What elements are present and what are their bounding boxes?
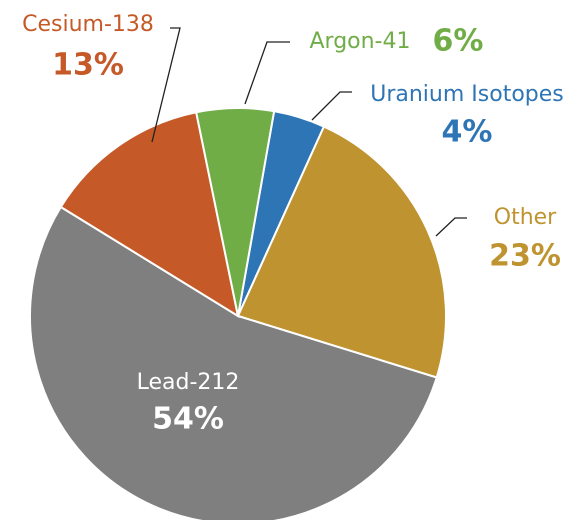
value-label: 6% — [433, 24, 484, 59]
leader-line — [244, 41, 290, 105]
slice-label: Cesium-138 — [22, 12, 154, 37]
leader-line — [311, 91, 352, 121]
value-label: 54% — [152, 402, 224, 437]
value-label: 4% — [442, 115, 493, 150]
pie-slice — [236, 125, 447, 379]
value-label: 23% — [489, 239, 561, 274]
value-label: 13% — [52, 48, 124, 83]
slice-label: Uranium Isotopes — [370, 82, 564, 107]
slice-label: Other — [494, 205, 557, 230]
slice-label: Lead-212 — [137, 370, 240, 395]
pie-slice — [194, 107, 276, 317]
slice-label: Argon-41 — [309, 29, 410, 54]
leader-line — [151, 27, 181, 143]
pie-slice — [29, 205, 438, 520]
pie-slice — [59, 111, 240, 319]
leader-line — [435, 217, 467, 237]
